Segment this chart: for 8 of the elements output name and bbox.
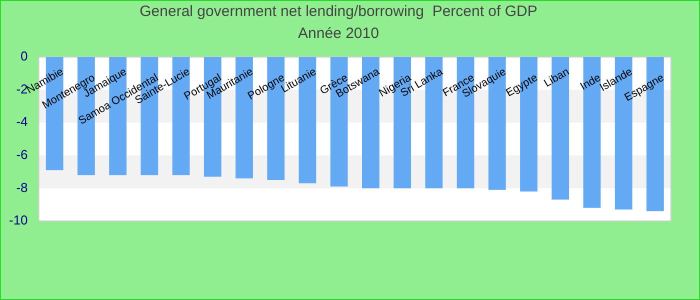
x-tick-label: Liban	[542, 66, 572, 90]
y-tick-label: -6	[16, 146, 28, 162]
chart-subtitle: Année 2010	[298, 25, 379, 42]
y-tick-label: -8	[16, 180, 28, 195]
y-tick-label: 0	[20, 48, 28, 64]
y-tick-label: -10	[8, 212, 28, 228]
chart-title: General government net lending/borrowing Percent of GDP	[140, 3, 538, 20]
y-tick-label: -4	[16, 114, 28, 130]
